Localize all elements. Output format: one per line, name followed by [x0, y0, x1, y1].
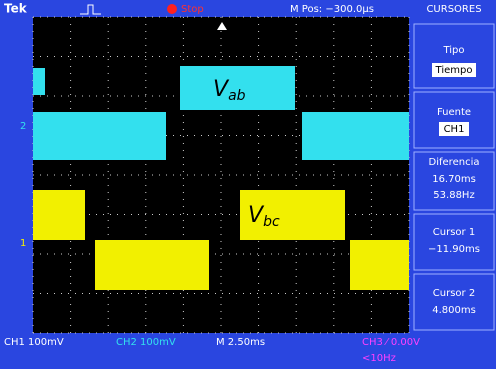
menu-label: Diferencia: [429, 157, 480, 168]
menu-value: 16.70ms: [432, 174, 476, 185]
trace-segment: [33, 190, 85, 240]
trace-segment: [95, 240, 209, 290]
menu-value: 53.88Hz: [433, 190, 474, 201]
ch2-scale: CH2 100mV: [116, 337, 176, 348]
timebase: M 2.50ms: [216, 337, 265, 348]
menu-value: 4.800ms: [432, 305, 476, 316]
menu-label: Cursor 2: [433, 288, 475, 299]
menu-value[interactable]: Tiempo: [435, 65, 473, 76]
trigger-level: CH3 ⁄ 0.00V: [362, 337, 420, 348]
trace-segment: [302, 112, 409, 160]
ch1-scale: CH1 100mV: [4, 337, 64, 348]
menu-value: −11.90ms: [428, 244, 480, 255]
menu-label: Cursor 1: [433, 227, 475, 238]
position: M Pos: −300.0µs: [290, 4, 374, 15]
menu-label: Fuente: [437, 107, 471, 118]
trace-segment: [33, 112, 166, 160]
brand: Tek: [4, 2, 28, 16]
ch1-marker: 1: [20, 238, 26, 249]
menu-label: Tipo: [442, 45, 464, 56]
trigger-frequency: <10Hz: [362, 353, 396, 364]
run-state: Stop: [181, 4, 204, 15]
ch2-marker: 2: [20, 121, 26, 132]
scope-screen: Vab Vbc 2 1 Tek Stop M Pos: −300.0µs CUR…: [0, 0, 496, 369]
menu-title: CURSORES: [426, 4, 481, 15]
trace-segment: [33, 68, 45, 95]
menu-value[interactable]: CH1: [444, 124, 465, 135]
label-sub: ab: [228, 88, 246, 104]
label-sub: bc: [263, 214, 280, 230]
stop-dot: [167, 4, 177, 14]
trace-segment: [350, 240, 409, 290]
page: Vab Vbc 2 1 Tek Stop M Pos: −300.0µs CUR…: [0, 0, 496, 369]
